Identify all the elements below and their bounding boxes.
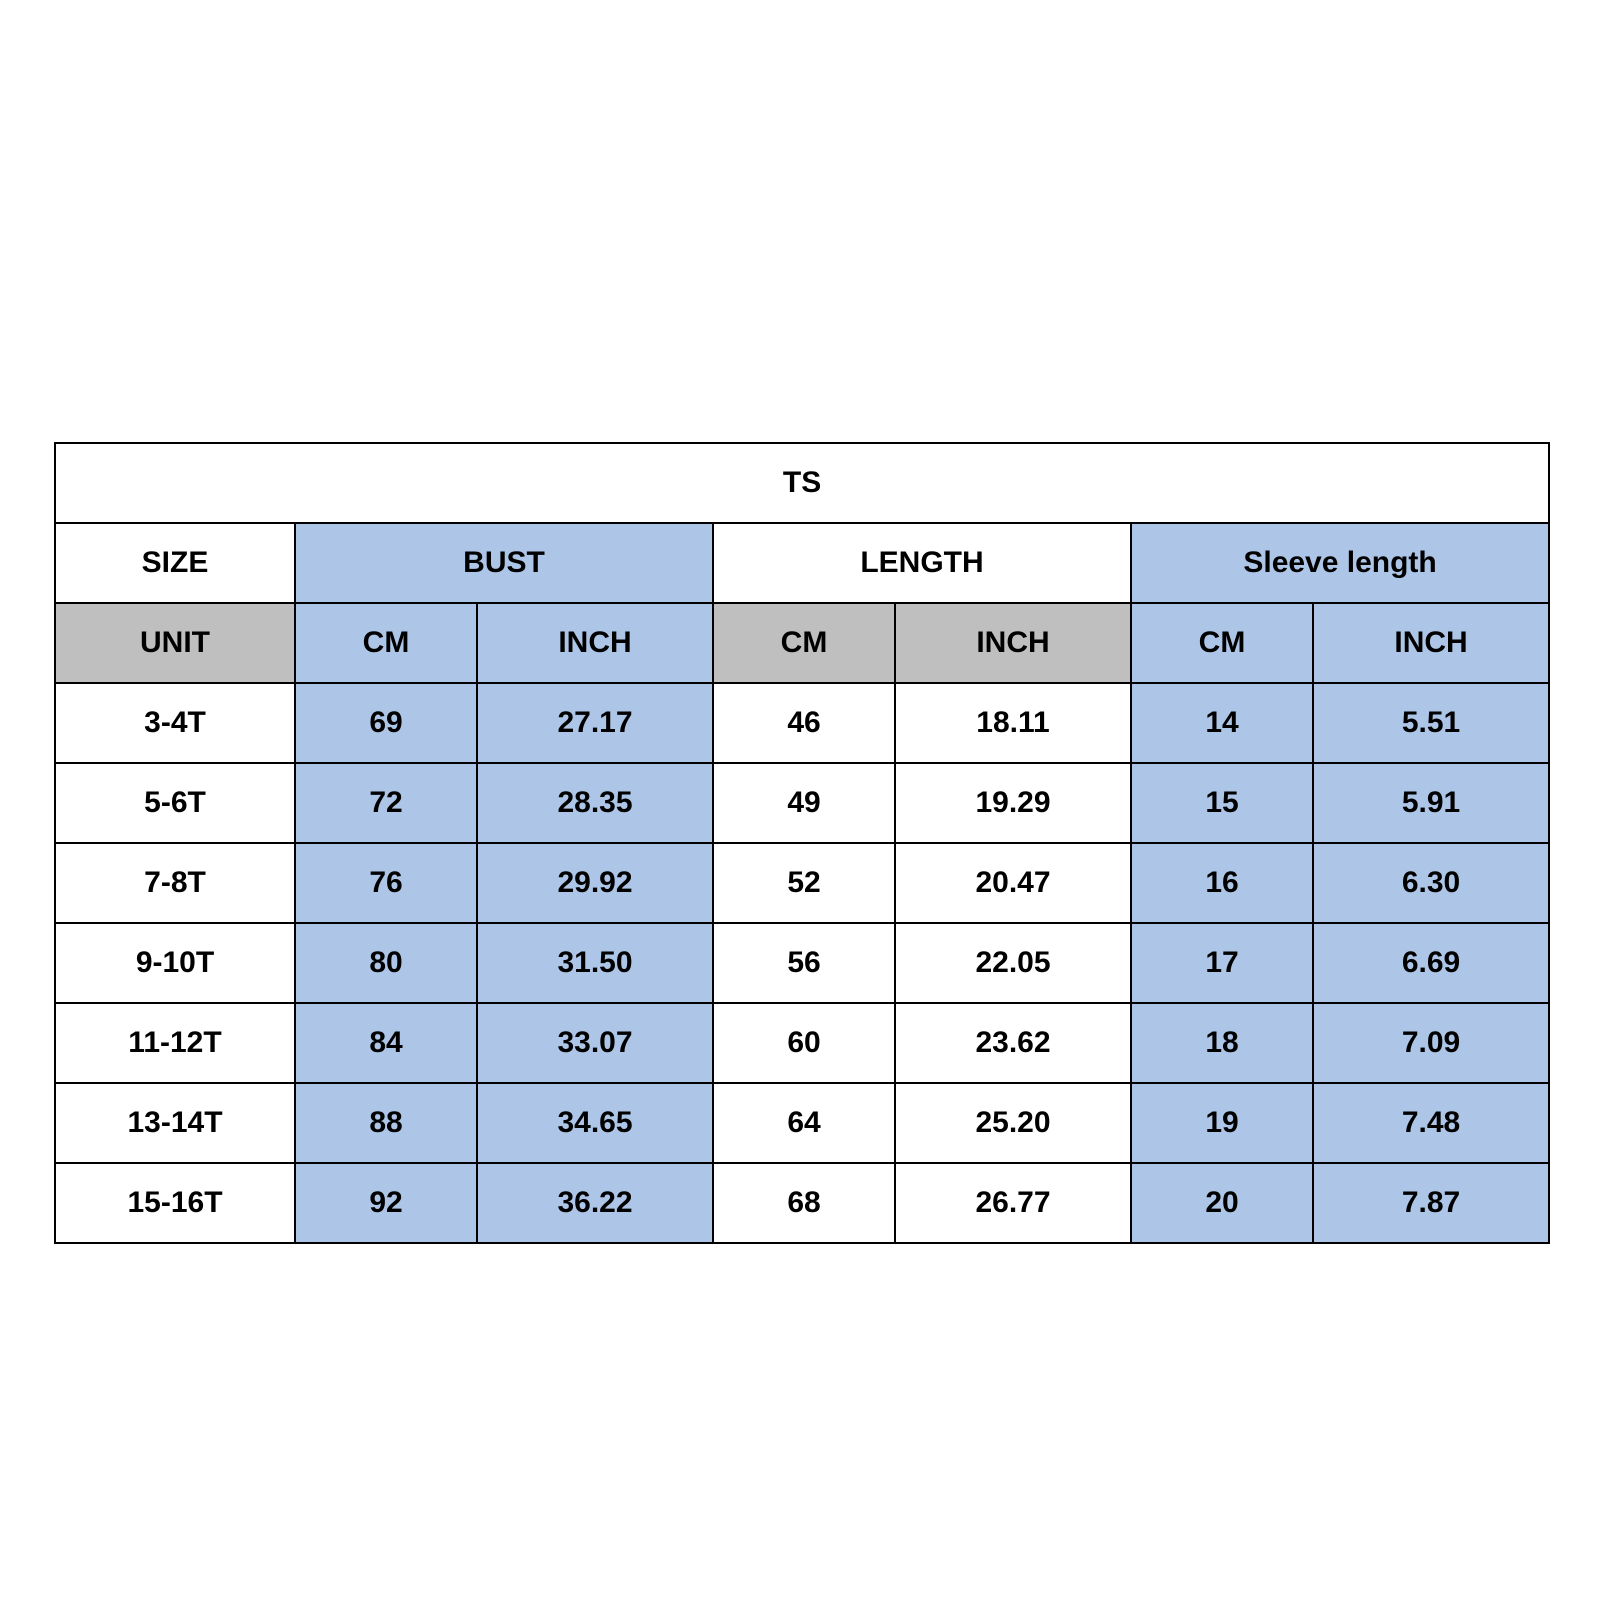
sleeve-inch-header: INCH xyxy=(1313,603,1549,683)
length-inch-header: INCH xyxy=(895,603,1131,683)
sleeve-header: Sleeve length xyxy=(1131,523,1549,603)
slv-cm-cell: 18 xyxy=(1131,1003,1313,1083)
length-header: LENGTH xyxy=(713,523,1131,603)
size-cell: 13-14T xyxy=(55,1083,295,1163)
size-table-head: TS SIZE BUST LENGTH Sleeve length UNIT C… xyxy=(55,443,1549,683)
slv-in-cell: 6.30 xyxy=(1313,843,1549,923)
slv-cm-cell: 14 xyxy=(1131,683,1313,763)
bust-in-cell: 36.22 xyxy=(477,1163,713,1243)
slv-cm-cell: 15 xyxy=(1131,763,1313,843)
title-row: TS xyxy=(55,443,1549,523)
len-cm-cell: 49 xyxy=(713,763,895,843)
len-in-cell: 26.77 xyxy=(895,1163,1131,1243)
table-row: 15-16T 92 36.22 68 26.77 20 7.87 xyxy=(55,1163,1549,1243)
bust-in-cell: 33.07 xyxy=(477,1003,713,1083)
table-row: 11-12T 84 33.07 60 23.62 18 7.09 xyxy=(55,1003,1549,1083)
bust-in-cell: 34.65 xyxy=(477,1083,713,1163)
len-cm-cell: 64 xyxy=(713,1083,895,1163)
slv-cm-cell: 16 xyxy=(1131,843,1313,923)
bust-cm-cell: 80 xyxy=(295,923,477,1003)
bust-cm-cell: 92 xyxy=(295,1163,477,1243)
bust-cm-header: CM xyxy=(295,603,477,683)
bust-cm-cell: 88 xyxy=(295,1083,477,1163)
size-cell: 3-4T xyxy=(55,683,295,763)
size-table-container: TS SIZE BUST LENGTH Sleeve length UNIT C… xyxy=(54,442,1546,1244)
len-in-cell: 22.05 xyxy=(895,923,1131,1003)
bust-cm-cell: 69 xyxy=(295,683,477,763)
slv-in-cell: 6.69 xyxy=(1313,923,1549,1003)
slv-in-cell: 7.09 xyxy=(1313,1003,1549,1083)
size-cell: 11-12T xyxy=(55,1003,295,1083)
size-cell: 7-8T xyxy=(55,843,295,923)
size-cell: 5-6T xyxy=(55,763,295,843)
bust-in-cell: 29.92 xyxy=(477,843,713,923)
bust-in-cell: 28.35 xyxy=(477,763,713,843)
slv-cm-cell: 19 xyxy=(1131,1083,1313,1163)
slv-in-cell: 5.51 xyxy=(1313,683,1549,763)
slv-cm-cell: 17 xyxy=(1131,923,1313,1003)
table-row: 7-8T 76 29.92 52 20.47 16 6.30 xyxy=(55,843,1549,923)
bust-header: BUST xyxy=(295,523,713,603)
len-cm-cell: 52 xyxy=(713,843,895,923)
sleeve-cm-header: CM xyxy=(1131,603,1313,683)
slv-in-cell: 7.48 xyxy=(1313,1083,1549,1163)
size-header: SIZE xyxy=(55,523,295,603)
unit-header-row: UNIT CM INCH CM INCH CM INCH xyxy=(55,603,1549,683)
len-in-cell: 20.47 xyxy=(895,843,1131,923)
table-title: TS xyxy=(55,443,1549,523)
table-row: 3-4T 69 27.17 46 18.11 14 5.51 xyxy=(55,683,1549,763)
table-row: 5-6T 72 28.35 49 19.29 15 5.91 xyxy=(55,763,1549,843)
bust-in-cell: 27.17 xyxy=(477,683,713,763)
length-cm-header: CM xyxy=(713,603,895,683)
len-cm-cell: 68 xyxy=(713,1163,895,1243)
group-header-row: SIZE BUST LENGTH Sleeve length xyxy=(55,523,1549,603)
bust-inch-header: INCH xyxy=(477,603,713,683)
unit-header: UNIT xyxy=(55,603,295,683)
len-in-cell: 23.62 xyxy=(895,1003,1131,1083)
size-table-body: 3-4T 69 27.17 46 18.11 14 5.51 5-6T 72 2… xyxy=(55,683,1549,1243)
table-row: 9-10T 80 31.50 56 22.05 17 6.69 xyxy=(55,923,1549,1003)
size-table: TS SIZE BUST LENGTH Sleeve length UNIT C… xyxy=(54,442,1550,1244)
len-cm-cell: 46 xyxy=(713,683,895,763)
slv-cm-cell: 20 xyxy=(1131,1163,1313,1243)
len-cm-cell: 56 xyxy=(713,923,895,1003)
table-row: 13-14T 88 34.65 64 25.20 19 7.48 xyxy=(55,1083,1549,1163)
bust-cm-cell: 84 xyxy=(295,1003,477,1083)
len-in-cell: 18.11 xyxy=(895,683,1131,763)
bust-cm-cell: 72 xyxy=(295,763,477,843)
bust-cm-cell: 76 xyxy=(295,843,477,923)
size-cell: 15-16T xyxy=(55,1163,295,1243)
len-in-cell: 19.29 xyxy=(895,763,1131,843)
slv-in-cell: 7.87 xyxy=(1313,1163,1549,1243)
len-cm-cell: 60 xyxy=(713,1003,895,1083)
slv-in-cell: 5.91 xyxy=(1313,763,1549,843)
len-in-cell: 25.20 xyxy=(895,1083,1131,1163)
bust-in-cell: 31.50 xyxy=(477,923,713,1003)
size-cell: 9-10T xyxy=(55,923,295,1003)
